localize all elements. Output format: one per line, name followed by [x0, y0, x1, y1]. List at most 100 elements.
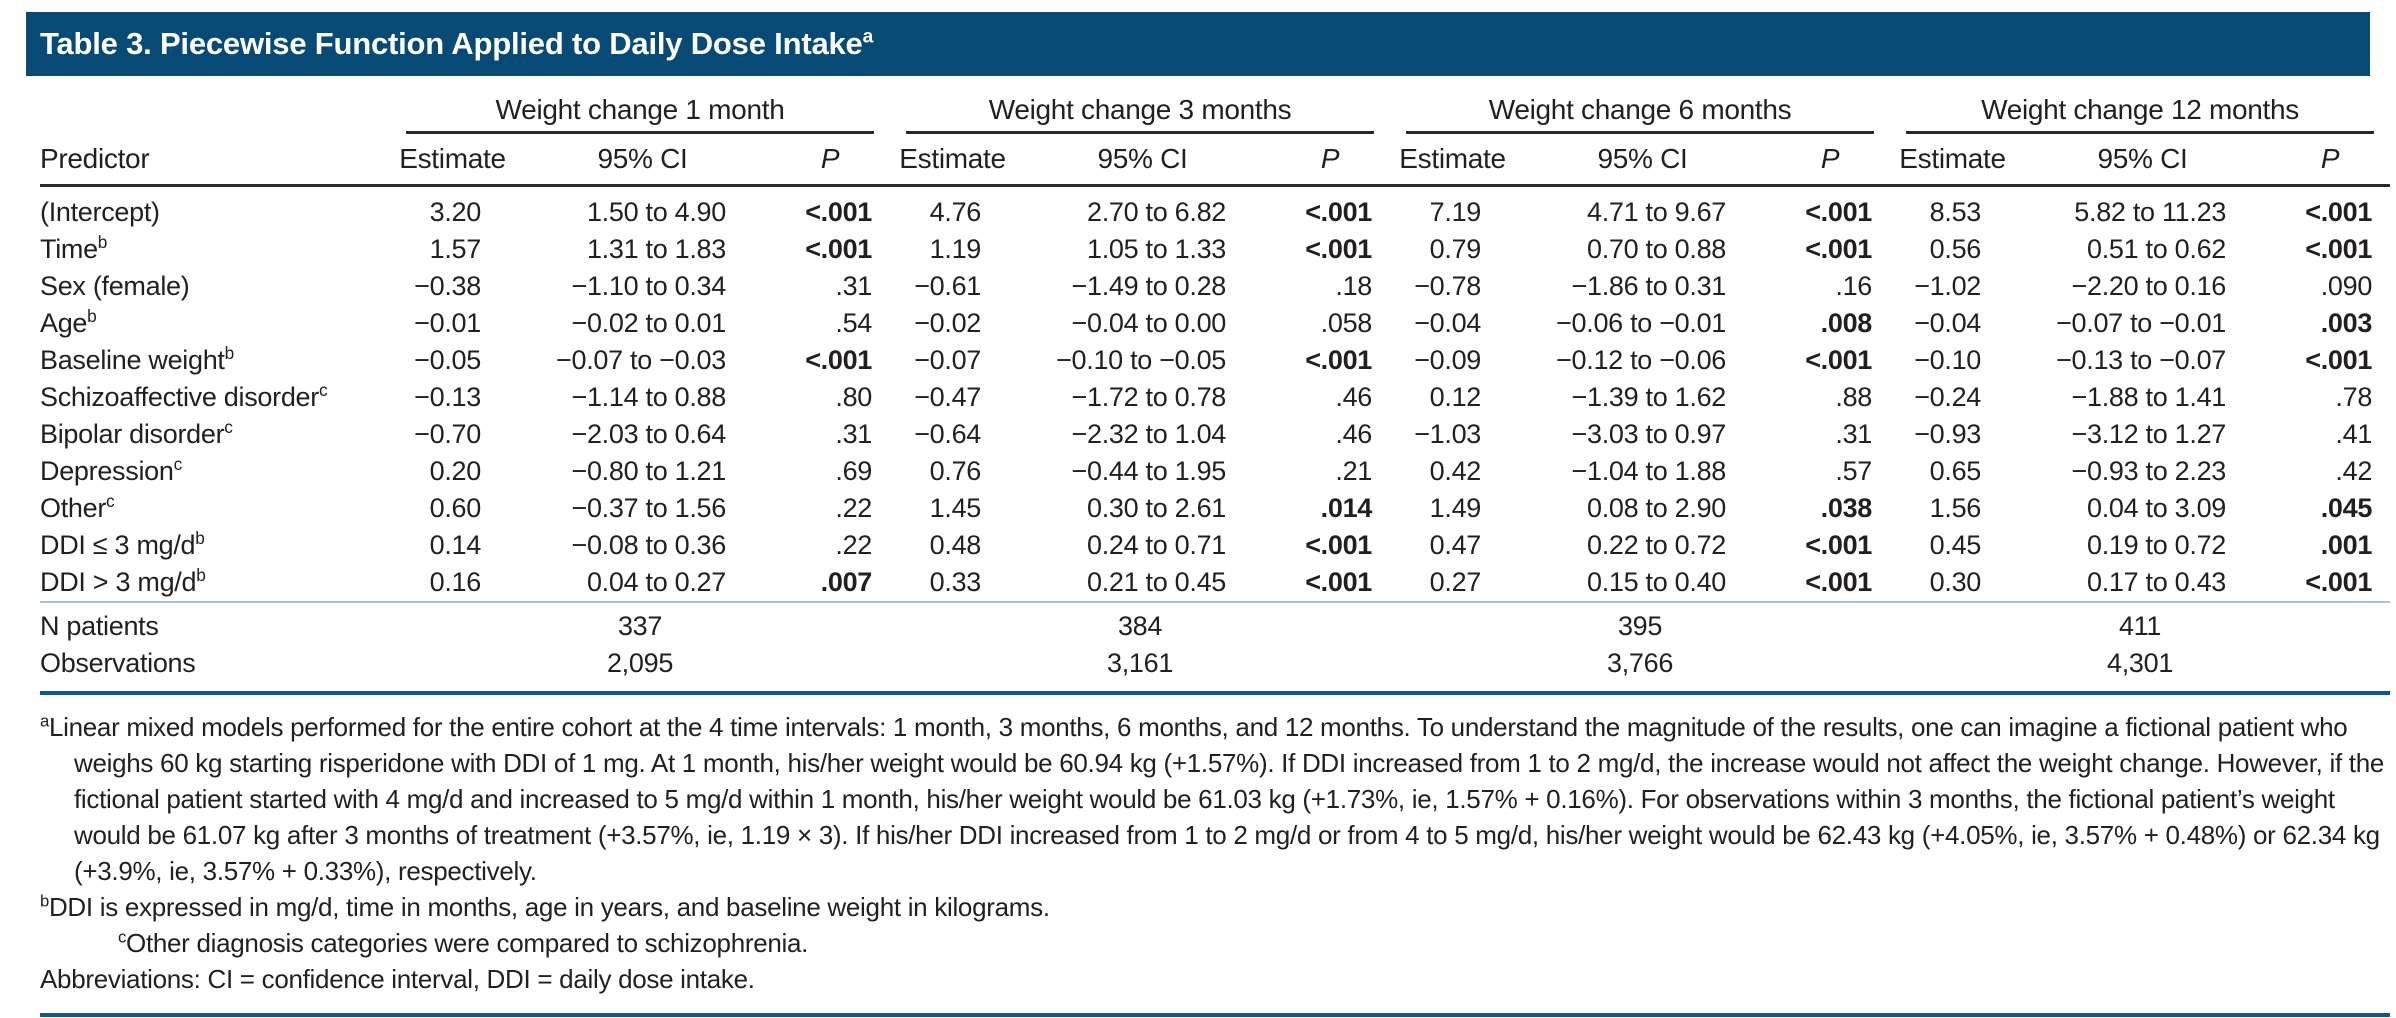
footnote: Abbreviations: CI = confidence interval,… [40, 964, 755, 994]
summary-label: N patients [40, 601, 390, 645]
ci-cell: 0.22 to 0.72 [1587, 530, 1727, 560]
col-header-p: P [1770, 134, 1891, 187]
ci-cell: −0.44 to 1.95 [1071, 456, 1227, 486]
ci-cell: −2.03 to 0.64 [571, 419, 727, 449]
estimate-cell: 0.79 [1429, 234, 1482, 264]
p-value-cell: <.001 [2305, 345, 2373, 375]
summary-label: Observations [40, 645, 390, 695]
estimate-cell: 8.53 [1929, 197, 1982, 227]
estimate-cell: 1.57 [429, 234, 482, 264]
predictor-label: DDI ≤ 3 mg/db [40, 528, 205, 560]
ci-cell: −1.39 to 1.62 [1571, 382, 1727, 412]
estimate-cell: −0.70 [414, 419, 481, 449]
p-value-cell: .54 [835, 308, 873, 338]
footnote: cOther diagnosis categories were compare… [118, 927, 809, 958]
predictor-label: Otherc [40, 491, 115, 523]
estimate-cell: 7.19 [1429, 197, 1482, 227]
estimate-cell: 1.56 [1929, 493, 1982, 523]
estimate-cell: −0.02 [914, 308, 982, 338]
estimate-cell: −0.09 [1414, 345, 1482, 375]
summary-value: 3,766 [1390, 645, 1891, 695]
group-header-1-month: Weight change 1 month [390, 92, 890, 134]
estimate-cell: 0.12 [1429, 382, 1482, 412]
p-value-cell: .038 [1820, 493, 1873, 523]
ci-cell: −2.20 to 0.16 [2071, 271, 2227, 301]
ci-cell: 1.05 to 1.33 [1087, 234, 1227, 264]
p-value-cell: <.001 [2305, 197, 2373, 227]
estimate-cell: 0.45 [1929, 530, 1982, 560]
table-title-footnote-marker: a [862, 26, 874, 48]
estimate-cell: 0.16 [429, 567, 482, 597]
estimate-cell: −0.64 [914, 419, 982, 449]
p-value-cell: .78 [2335, 382, 2373, 412]
table-row: DDI ≤ 3 mg/db 0.14 −0.08 to 0.36 .22 0.48 0.2… [40, 527, 2390, 564]
table-title-bar: Table 3. Piecewise Function Applied to D… [26, 12, 2370, 76]
ci-cell: −0.07 to −0.03 [556, 345, 726, 375]
estimate-cell: −0.47 [914, 382, 982, 412]
estimate-cell: 0.33 [929, 567, 982, 597]
ci-cell: −0.37 to 1.56 [571, 493, 727, 523]
table-title: Table 3. Piecewise Function Applied to D… [40, 26, 873, 62]
p-value-cell: <.001 [805, 197, 873, 227]
ci-cell: 0.21 to 0.45 [1087, 567, 1227, 597]
p-value-cell: .41 [2335, 419, 2373, 449]
p-value-cell: .31 [835, 419, 873, 449]
col-header-estimate: Estimate [390, 134, 515, 187]
estimate-cell: −0.10 [1914, 345, 1982, 375]
footnote: bDDI is expressed in mg/d, time in month… [40, 891, 1050, 922]
predictor-label: Ageb [40, 306, 97, 338]
estimate-cell: 0.76 [929, 456, 982, 486]
ci-cell: −1.04 to 1.88 [1571, 456, 1727, 486]
estimate-cell: 0.20 [429, 456, 482, 486]
p-value-cell: .007 [820, 567, 873, 597]
ci-cell: −3.12 to 1.27 [2071, 419, 2227, 449]
estimate-cell: −0.04 [1414, 308, 1482, 338]
estimate-cell: −0.13 [414, 382, 481, 412]
col-header-ci: 95% CI [515, 134, 770, 187]
p-value-cell: .058 [1320, 308, 1373, 338]
predictor-label: Depressionc [40, 454, 182, 486]
estimate-cell: −0.01 [414, 308, 481, 338]
group-header-3-months: Weight change 3 months [890, 92, 1390, 134]
p-value-cell: .69 [835, 456, 873, 486]
ci-cell: −0.80 to 1.21 [571, 456, 727, 486]
estimate-cell: 1.45 [929, 493, 982, 523]
ci-cell: 0.17 to 0.43 [2087, 567, 2227, 597]
ci-cell: 0.19 to 0.72 [2087, 530, 2227, 560]
summary-value: 384 [890, 601, 1391, 645]
p-value-cell: <.001 [1805, 530, 1873, 560]
p-value-cell: .008 [1820, 308, 1873, 338]
p-value-cell: .31 [1835, 419, 1873, 449]
estimate-cell: 0.56 [1929, 234, 1982, 264]
p-value-cell: <.001 [2305, 567, 2373, 597]
ci-cell: −2.32 to 1.04 [1071, 419, 1227, 449]
ci-cell: −1.72 to 0.78 [1071, 382, 1227, 412]
p-value-cell: .001 [2320, 530, 2373, 560]
p-value-cell: .090 [2320, 271, 2373, 301]
ci-cell: 1.31 to 1.83 [586, 234, 726, 264]
p-value-cell: .045 [2320, 493, 2373, 523]
p-value-cell: <.001 [2305, 234, 2373, 264]
col-header-estimate: Estimate [890, 134, 1016, 187]
col-header-p: P [1270, 134, 1391, 187]
table-row: Ageb −0.01 −0.02 to 0.01 .54 −0.02 −0.04 to 0… [40, 305, 2390, 342]
estimate-cell: 4.76 [929, 197, 982, 227]
summary-value: 395 [1390, 601, 1891, 645]
ci-cell: −0.07 to −0.01 [2056, 308, 2227, 338]
p-value-cell: .22 [835, 493, 873, 523]
col-header-p: P [2270, 134, 2391, 187]
predictor-label: Bipolar disorderc [40, 417, 233, 449]
predictor-label: DDI > 3 mg/db [40, 565, 206, 597]
table-row: DDI > 3 mg/db 0.16 0.04 to 0.27 .007 0.33 0.2… [40, 564, 2390, 602]
p-value-cell: <.001 [1805, 567, 1873, 597]
summary-value: 3,161 [890, 645, 1391, 695]
results-table: Weight change 1 month Weight change 3 mo… [40, 92, 2391, 695]
ci-cell: −0.93 to 2.23 [2071, 456, 2227, 486]
ci-cell: 0.51 to 0.62 [2087, 234, 2227, 264]
estimate-cell: −0.38 [414, 271, 481, 301]
summary-row: N patients 337 384 395 411 [40, 601, 2391, 645]
ci-cell: −1.88 to 1.41 [2071, 382, 2227, 412]
p-value-cell: <.001 [805, 234, 873, 264]
estimate-cell: −0.04 [1914, 308, 1982, 338]
p-value-cell: <.001 [1805, 197, 1873, 227]
